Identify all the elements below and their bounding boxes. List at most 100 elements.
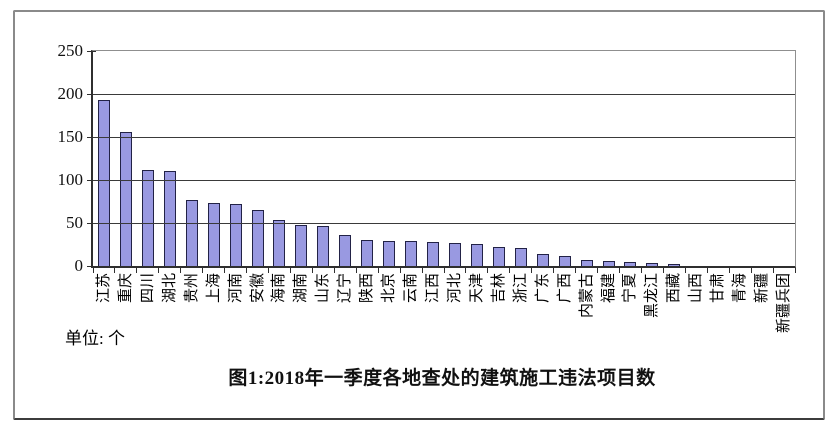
x-axis-label: 黑龙江 (644, 273, 661, 319)
bar (646, 262, 659, 266)
x-axis-tick (465, 268, 467, 273)
bar (97, 100, 110, 266)
x-axis-tick (180, 268, 182, 273)
y-axis-label: 100 (57, 170, 84, 189)
bar (492, 247, 505, 266)
x-axis-tick (136, 268, 138, 273)
bar (514, 247, 527, 266)
x-axis-tick (640, 268, 642, 273)
y-axis-label: 250 (57, 41, 84, 60)
bar (119, 131, 132, 266)
x-axis-tick (619, 268, 620, 273)
x-axis-label: 宁夏 (622, 273, 639, 304)
x-axis-label: 天津 (468, 273, 485, 304)
x-axis-label: 湖南 (293, 273, 310, 304)
x-axis-tick (333, 268, 335, 273)
y-axis-tick-0 (87, 265, 96, 267)
x-axis-tick (728, 268, 730, 273)
bar (580, 259, 593, 266)
x-axis-label: 山东 (315, 273, 332, 304)
x-axis-tick (443, 268, 445, 273)
gridline-150 (93, 136, 795, 138)
x-axis-label: 甘肃 (710, 273, 727, 304)
bar (558, 255, 571, 266)
x-axis-label: 新疆兵团 (776, 273, 793, 334)
x-axis-tick (399, 268, 401, 273)
x-axis-label: 青海 (732, 273, 749, 304)
x-axis-tick (92, 268, 94, 273)
bar (470, 243, 483, 266)
y-axis-tick-200 (87, 93, 96, 95)
y-axis-tick-50 (87, 222, 96, 224)
x-axis-tick (355, 268, 357, 273)
x-axis-label: 辽宁 (337, 273, 354, 304)
unit-label: 单位: 个 (65, 329, 125, 348)
x-axis-label: 上海 (205, 273, 222, 304)
bar (229, 204, 242, 266)
x-axis-label: 陕西 (359, 273, 376, 304)
x-axis-tick (531, 268, 533, 273)
x-axis-tick (597, 268, 599, 273)
x-axis-label: 重庆 (117, 273, 134, 304)
x-axis-tick (289, 268, 291, 273)
x-axis-tick (772, 268, 774, 273)
bar (295, 224, 308, 266)
x-axis-label: 广东 (534, 273, 551, 304)
y-axis-label: 200 (57, 84, 84, 103)
x-axis-tick (202, 268, 204, 273)
x-axis-tick (311, 268, 313, 273)
x-axis-tick (246, 268, 248, 273)
x-axis-tick (553, 268, 555, 273)
y-axis-label: 50 (66, 213, 83, 232)
bar (536, 253, 549, 266)
x-axis-label: 云南 (403, 273, 420, 304)
gridline-100 (93, 179, 795, 181)
x-axis-tick (487, 268, 489, 273)
x-axis-label: 安徽 (249, 273, 266, 304)
bar (317, 225, 330, 266)
x-axis-label: 福建 (600, 273, 617, 304)
x-axis-label: 海南 (271, 273, 288, 304)
x-axis-label: 内蒙古 (578, 273, 595, 319)
bar (383, 241, 396, 266)
bar (251, 210, 264, 266)
x-axis-label: 西藏 (666, 273, 683, 304)
x-axis-label: 河南 (227, 273, 244, 304)
x-axis-tick (706, 268, 708, 273)
x-axis-label: 浙江 (512, 273, 529, 304)
x-axis-tick (509, 268, 511, 273)
y-axis-label: 150 (57, 127, 84, 146)
gridline-50 (93, 222, 795, 224)
bar (339, 235, 352, 266)
bar (602, 260, 615, 266)
chart-frame: 0 50 100 150 200 250 江苏 重庆 四川 湖北 贵州 上海 河南 安徽 海南 湖南 山东 辽宁陕… (13, 10, 825, 420)
y-axis-label: 0 (74, 256, 84, 275)
bar (163, 171, 176, 266)
x-axis-label: 广西 (556, 273, 573, 304)
chart-title: 图1:2018年一季度各地查处的建筑施工违法项目数 (228, 368, 656, 389)
x-axis-label: 北京 (381, 273, 398, 304)
x-axis-label: 新疆 (754, 273, 771, 304)
y-axis-tick-100 (87, 179, 96, 181)
x-axis-label: 吉林 (490, 273, 507, 304)
x-axis-tick (224, 268, 226, 273)
bar (273, 219, 286, 266)
bar (141, 169, 154, 266)
gridline-200 (93, 93, 795, 95)
x-axis-tick (421, 268, 423, 273)
x-axis-tick (114, 268, 116, 273)
bar (185, 199, 198, 266)
x-axis-label: 湖北 (161, 273, 178, 304)
y-axis-tick-250 (87, 50, 96, 52)
x-axis-tick (684, 268, 686, 273)
x-axis-label: 四川 (139, 273, 156, 304)
x-axis-tick (377, 268, 379, 273)
bar (361, 240, 374, 266)
y-axis-tick-150 (87, 136, 96, 138)
x-axis-label: 贵州 (183, 273, 200, 304)
x-axis-tick (575, 268, 577, 273)
x-axis-tick (268, 268, 269, 273)
bar (668, 264, 681, 266)
x-axis-tick (750, 268, 752, 273)
bar (405, 241, 418, 266)
